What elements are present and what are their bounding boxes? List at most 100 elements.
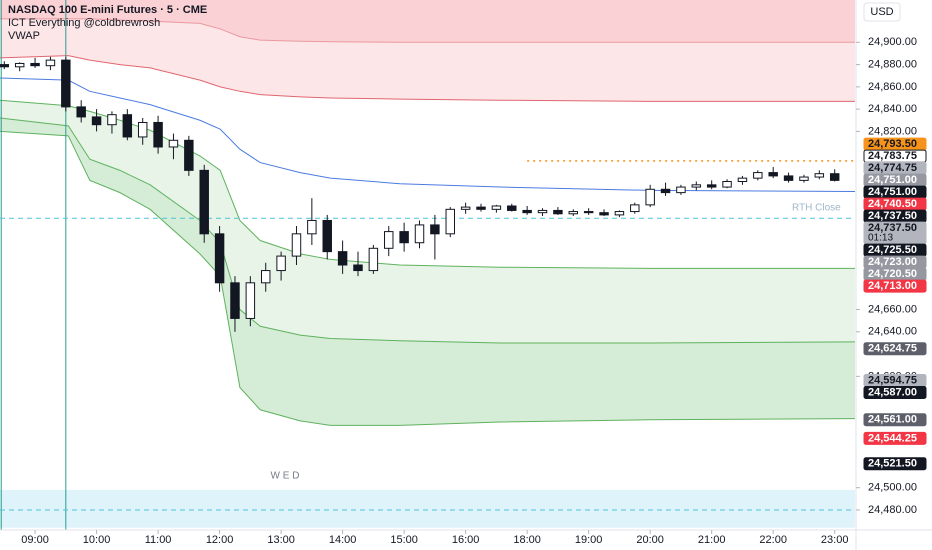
price-label-text: 24,751.00 (868, 174, 917, 186)
chart-title: NASDAQ 100 E-mini Futures · 5 · CME (8, 4, 207, 16)
candle-body (214, 233, 225, 284)
x-tick-label: 10:00 (83, 534, 111, 546)
x-tick-label: 13:00 (267, 534, 295, 546)
candle-body (460, 206, 471, 210)
price-label (863, 279, 927, 293)
candle-body (676, 186, 686, 194)
band-fill (0, 0, 855, 43)
price-label-text: 24,723.00 (868, 256, 917, 268)
candle-body (522, 209, 532, 214)
candle-body (153, 121, 163, 148)
y-tick-label: 24,480.00 (868, 504, 917, 516)
candle-body (614, 211, 625, 216)
candle-body (137, 121, 148, 138)
candle-body (14, 62, 25, 68)
indicator-name: ICT Everything @coldbrewrosh (8, 17, 160, 29)
x-tick-label: 22:00 (759, 534, 787, 546)
candle-body (476, 206, 486, 210)
price-label-text: 24,774.75 (868, 162, 917, 174)
candle-body (753, 172, 763, 179)
y-tick-label: 24,840.00 (868, 103, 917, 115)
candle-body (122, 114, 133, 138)
candle-body (445, 208, 455, 235)
countdown: 01:13 (868, 233, 893, 244)
candle-body (691, 184, 702, 188)
price-label-text: 24,737.50 (868, 210, 917, 222)
candle-body (291, 233, 302, 257)
candle-body (537, 209, 548, 214)
candle-body (260, 270, 271, 284)
price-label-text: 24,751.00 (868, 186, 917, 198)
candle-body (737, 177, 748, 182)
x-tick-label: 18:00 (513, 534, 541, 546)
annotation: RTH Close (792, 203, 841, 214)
candle-body (553, 209, 563, 215)
candle-body (199, 169, 209, 235)
x-tick-label: 14:00 (329, 534, 357, 546)
price-label-text: 24,521.50 (868, 458, 917, 470)
zone (0, 489, 855, 528)
candle-body (322, 219, 332, 253)
candle-body (353, 264, 363, 272)
x-tick-label: 16:00 (452, 534, 480, 546)
price-label-text: 24,737.50 (868, 222, 917, 234)
candle-body (799, 176, 809, 181)
x-tick-label: 11:00 (145, 534, 172, 546)
session-label: W E D (271, 471, 300, 482)
candle-body (0, 64, 10, 68)
candle-body (45, 59, 56, 67)
candle-body (107, 114, 117, 126)
y-tick-label: 24,880.00 (868, 58, 917, 70)
price-label-text: 24,740.50 (868, 198, 917, 210)
candle-body (783, 175, 794, 181)
y-tick-label: 24,660.00 (868, 303, 917, 315)
candle-body (814, 173, 825, 178)
price-label-text: 24,544.25 (868, 432, 917, 444)
band-line (0, 130, 856, 426)
candle-body (168, 139, 179, 148)
band-line (0, 18, 855, 43)
candle-body (91, 116, 102, 126)
band-fill (0, 100, 855, 343)
candle-body (184, 139, 194, 171)
candle-body (245, 282, 256, 319)
candle-body (76, 106, 86, 118)
band-line (0, 77, 856, 193)
candle-body (630, 204, 640, 213)
candle-body (61, 59, 71, 108)
price-label (863, 386, 927, 400)
price-label-text: 24,561.00 (868, 414, 917, 426)
band-fill (0, 118, 855, 426)
price-label-text: 24,725.50 (868, 244, 917, 256)
price-label (863, 457, 927, 471)
price-label-text: 24,793.50 (868, 138, 917, 150)
candle-body (768, 172, 778, 177)
band-fill (0, 18, 855, 102)
x-tick-label: 23:00 (821, 534, 849, 546)
candle-body (30, 62, 40, 67)
candle-body (384, 231, 394, 249)
currency-button[interactable] (863, 2, 901, 22)
x-tick-label: 15:00 (390, 534, 418, 546)
currency[interactable]: USD (870, 6, 893, 18)
price-label (863, 342, 927, 356)
candle-body (368, 247, 379, 272)
price-label-text: 24,783.75 (868, 150, 917, 162)
candle-body (829, 173, 840, 181)
price-label-text: 24,624.75 (868, 343, 917, 355)
x-tick-label: 09:00 (21, 534, 49, 546)
candle-body (583, 211, 594, 214)
y-tick-label: 24,500.00 (868, 482, 917, 494)
candle-body (414, 224, 425, 244)
candle-body (706, 184, 717, 188)
price-label (863, 431, 927, 445)
candle-body (276, 255, 286, 272)
candle-body (430, 224, 440, 235)
band-line (0, 99, 855, 269)
x-tick-label: 21:00 (698, 534, 726, 546)
candle-body (307, 219, 317, 235)
price-label-text: 24,720.50 (868, 268, 917, 280)
band-line (0, 117, 856, 344)
indicator-name: VWAP (8, 30, 40, 42)
